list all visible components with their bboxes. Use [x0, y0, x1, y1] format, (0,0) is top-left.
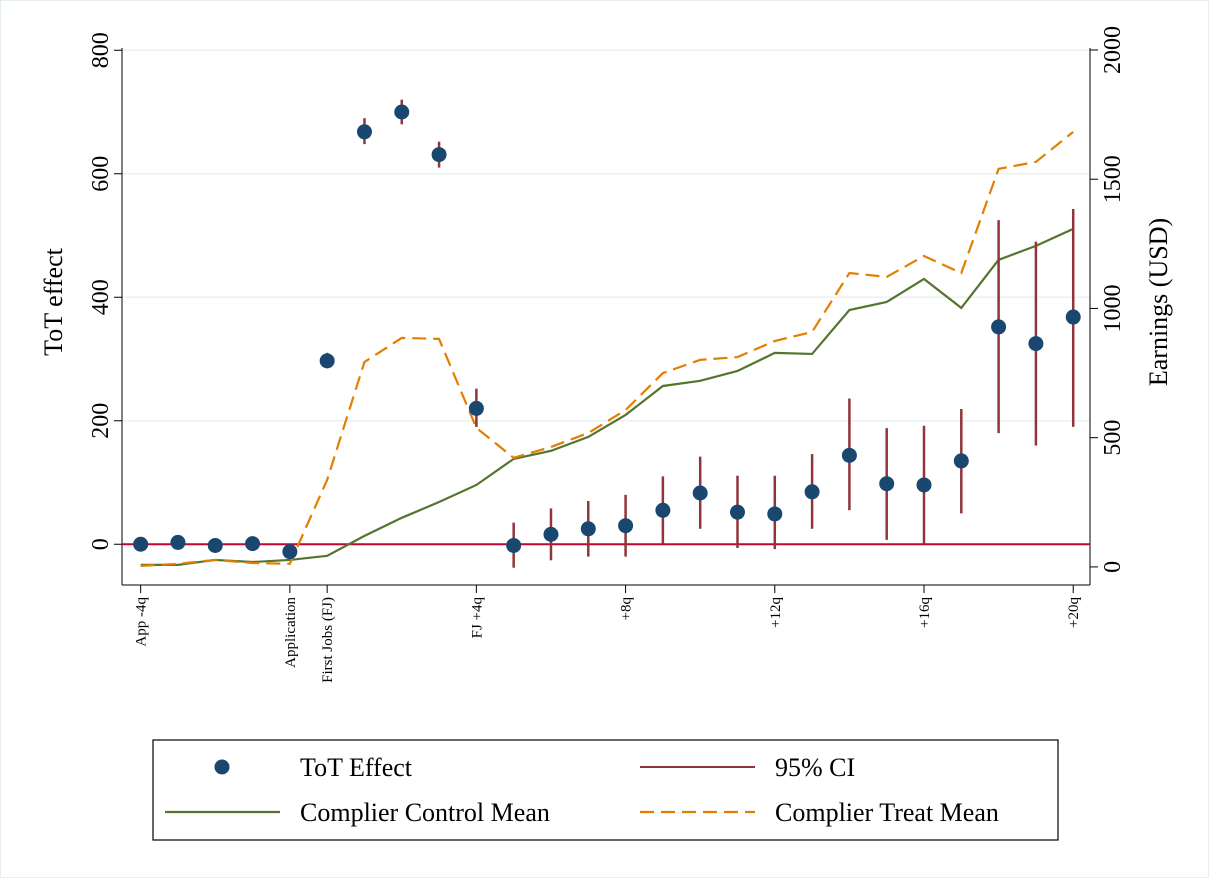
x-tick-label: +16q: [917, 597, 933, 628]
point: [879, 476, 895, 492]
y-tick-label: 800: [88, 32, 114, 68]
point: [804, 484, 820, 500]
point: [767, 506, 783, 522]
point: [319, 353, 335, 369]
legend-box: [152, 739, 1059, 841]
y2-axis-title: Earnings (USD): [1144, 218, 1173, 386]
y-tick-label: 600: [88, 156, 114, 192]
y-tick-label: 0: [88, 538, 114, 550]
point: [841, 447, 857, 463]
point: [245, 536, 261, 552]
x-tick-label: +8q: [619, 597, 635, 621]
y-axis-title: ToT effect: [39, 247, 68, 355]
y2-tick-label: 2000: [1100, 26, 1126, 74]
point: [991, 319, 1007, 335]
x-tick-label: FJ +4q: [469, 597, 485, 639]
line: [140, 227, 1074, 566]
x-tick-label: First Jobs (FJ): [320, 597, 336, 683]
y2-tick-label: 1000: [1100, 284, 1126, 332]
x-tick-label: +12q: [768, 597, 784, 628]
point: [655, 502, 671, 518]
legend-marker: [214, 759, 230, 775]
legend-label: Complier Control Mean: [300, 798, 550, 827]
y2-tick-label: 500: [1100, 420, 1126, 456]
point: [431, 147, 447, 163]
legend-label: ToT Effect: [300, 753, 413, 782]
y-tick-label: 400: [88, 279, 114, 315]
point: [207, 537, 223, 553]
x-tick-label: App -4q: [134, 597, 150, 647]
point: [394, 104, 410, 120]
point: [133, 536, 149, 552]
legend-label: 95% CI: [775, 753, 855, 782]
y2-tick-label: 1500: [1100, 155, 1126, 203]
point: [1028, 336, 1044, 352]
point: [170, 534, 186, 550]
point: [953, 453, 969, 469]
x-tick-label: +20q: [1066, 597, 1082, 628]
y2-tick-label: 0: [1100, 561, 1126, 573]
point: [543, 526, 559, 542]
legend-label: Complier Treat Mean: [775, 798, 999, 827]
point: [692, 485, 708, 501]
point: [282, 544, 298, 560]
point: [729, 504, 745, 520]
point: [618, 518, 634, 534]
point: [580, 521, 596, 537]
y-tick-label: 200: [88, 403, 114, 439]
x-tick-label: Application: [283, 597, 299, 668]
point: [916, 477, 932, 493]
point: [468, 400, 484, 416]
point: [356, 124, 372, 140]
point: [506, 537, 522, 553]
point: [1065, 309, 1081, 325]
